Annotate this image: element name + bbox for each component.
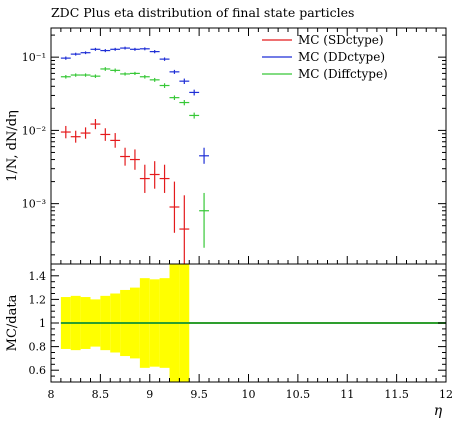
main-plot-marks [60, 46, 209, 264]
data-point [149, 50, 160, 54]
data-point [90, 119, 101, 130]
data-point [159, 57, 170, 61]
x-tick-label: 9 [146, 388, 153, 401]
data-point [159, 83, 170, 88]
data-point [189, 112, 200, 119]
legend-label: MC (Diffctype) [298, 67, 388, 81]
legend: MC (SDctype) MC (DDctype) MC (Diffctype) [262, 33, 388, 81]
legend-item: MC (Diffctype) [262, 67, 388, 81]
y-tick-label: 10⁻¹ [22, 51, 46, 64]
data-point [110, 68, 121, 73]
x-tick-label: 8.5 [92, 388, 110, 401]
data-point [110, 133, 121, 148]
ratio-y-axis-label: MC/data [5, 294, 20, 351]
data-point [139, 164, 150, 193]
data-point [199, 192, 209, 248]
main-plot-frame [50, 27, 447, 265]
data-point [70, 73, 81, 77]
data-point [90, 47, 101, 51]
data-point [100, 49, 111, 53]
data-point [199, 147, 209, 164]
data-point [80, 127, 91, 139]
data-point [130, 71, 140, 76]
data-point [149, 161, 160, 189]
legend-item: MC (SDctype) [262, 33, 384, 47]
data-point [139, 75, 150, 79]
x-tick-label: 12 [439, 388, 453, 401]
data-point [120, 147, 130, 166]
ratio-y-tick-label: 0.6 [29, 364, 47, 377]
data-point [179, 100, 190, 106]
x-tick-label: 11.5 [384, 388, 409, 401]
ratio-plot-marks [60, 264, 446, 382]
chart-title: ZDC Plus eta distribution of final state… [51, 5, 354, 20]
data-point [100, 67, 111, 71]
ratio-y-tick-label: 1 [39, 317, 46, 330]
x-tick-label: 11 [340, 388, 354, 401]
y-tick-label: 10⁻³ [22, 198, 46, 211]
x-tick-label: 9.5 [190, 388, 208, 401]
data-point [189, 89, 200, 96]
data-point [110, 47, 121, 51]
x-tick-label: 10 [242, 388, 256, 401]
data-point [120, 46, 130, 50]
data-point [90, 74, 101, 78]
x-axis-label: η [434, 403, 443, 419]
main-y-axis-label: 1/N, dN/dη [5, 110, 20, 182]
data-point [70, 52, 81, 56]
data-point [139, 47, 150, 51]
data-point [120, 72, 130, 76]
series-3 [60, 67, 209, 248]
main-axes: 10⁻³ 10⁻² 10⁻¹ [22, 28, 447, 264]
data-point [130, 47, 140, 51]
data-point [169, 181, 180, 233]
ratio-y-tick-label: 0.8 [29, 341, 47, 354]
data-point [149, 77, 160, 82]
data-point [100, 128, 111, 141]
ratio-y-tick-label: 1.4 [29, 270, 47, 283]
data-point [70, 130, 81, 143]
data-point [80, 51, 91, 55]
series-2 [60, 46, 209, 164]
data-point [60, 75, 71, 79]
ratio-y-tick-label: 1.2 [29, 293, 47, 306]
x-tick-label: 8 [48, 388, 55, 401]
data-point [60, 125, 71, 139]
data-point [169, 95, 180, 101]
data-point [169, 69, 180, 74]
data-point [159, 164, 170, 193]
legend-item: MC (DDctype) [262, 50, 385, 64]
data-point [130, 149, 140, 170]
ratio-axes: 0.6 0.8 1 1.2 1.4 8 8.5 9 9.5 10 10.5 11 11.5 12 [29, 263, 453, 401]
y-tick-label: 10⁻² [22, 124, 46, 137]
legend-label: MC (SDctype) [298, 33, 384, 47]
data-point [179, 195, 190, 264]
data-point [179, 78, 190, 84]
series-1 [60, 119, 190, 264]
legend-label: MC (DDctype) [298, 50, 385, 64]
x-tick-label: 10.5 [286, 388, 311, 401]
data-point [80, 73, 91, 77]
data-point [60, 56, 71, 60]
